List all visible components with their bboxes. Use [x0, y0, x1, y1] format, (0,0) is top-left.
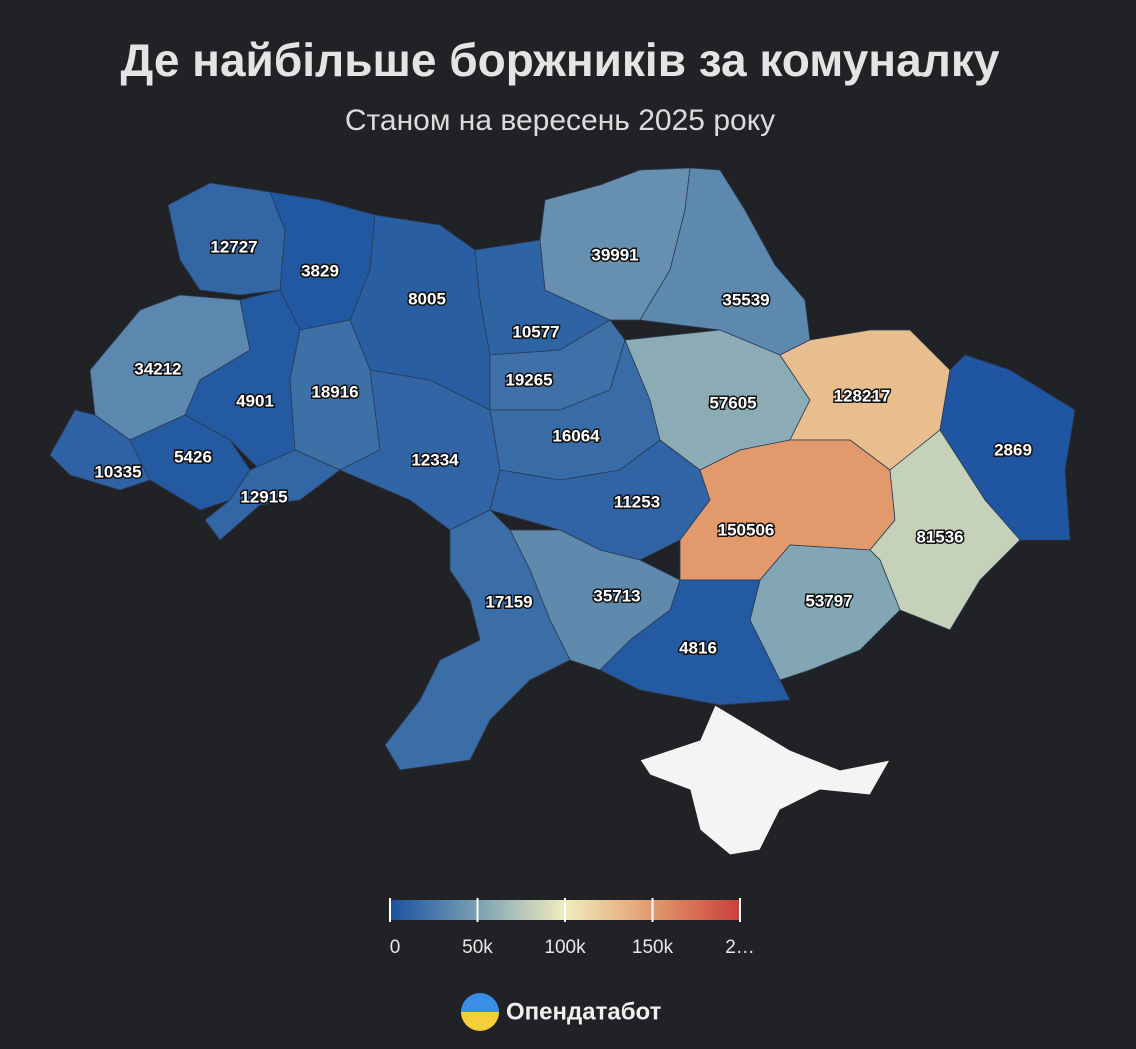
value-label: 19265	[505, 370, 552, 389]
value-label: 8005	[408, 289, 446, 308]
title: Де найбільше боржників за комуналку	[120, 34, 999, 86]
subtitle: Станом на вересень 2025 року	[345, 104, 775, 137]
value-label: 4901	[236, 391, 274, 410]
value-label: 5426	[174, 447, 212, 466]
value-label: 57605	[709, 393, 756, 412]
region	[869, 429, 1021, 631]
value-label: 12334	[411, 450, 459, 469]
value-label: 128217	[834, 386, 891, 405]
value-label: 81536	[916, 527, 963, 546]
value-label: 10577	[512, 322, 559, 341]
colorbar-tick-label: 0	[390, 937, 401, 958]
value-label: 2869	[994, 440, 1032, 459]
value-label: 11253	[614, 492, 660, 511]
value-label: 150506	[718, 520, 775, 539]
value-label: 53797	[805, 591, 852, 610]
value-label: 34212	[134, 359, 181, 378]
value-label: 39991	[591, 245, 638, 264]
colorbar-tick-label: 150k	[632, 937, 674, 958]
regions	[49, 167, 1076, 771]
value-label: 4816	[679, 638, 717, 657]
value-label: 10335	[94, 462, 141, 481]
region	[204, 449, 341, 541]
value-label: 18916	[311, 382, 358, 401]
colorbar-tick-label: 100k	[544, 937, 586, 958]
crimea	[639, 704, 891, 856]
region	[384, 509, 571, 771]
value-label: 35713	[593, 586, 640, 605]
brand: Опендатабот	[506, 998, 662, 1025]
value-label: 12727	[210, 237, 257, 256]
region	[749, 544, 901, 681]
colorbar-tick-label: 2…	[725, 937, 755, 958]
colorbar-tick-label: 50k	[462, 937, 493, 958]
value-label: 35539	[722, 290, 769, 309]
logo-icon	[461, 993, 499, 1031]
value-label: 12915	[240, 487, 287, 506]
colorbar-ticks: 0 50k 100k 150k 2…	[389, 898, 755, 958]
labels: 12727 3829 8005 10577 19265 39991 35539 34212 49…	[93, 236, 1034, 659]
value-label: 3829	[301, 261, 339, 280]
value-label: 17159	[485, 592, 532, 611]
value-label: 16064	[552, 426, 600, 445]
